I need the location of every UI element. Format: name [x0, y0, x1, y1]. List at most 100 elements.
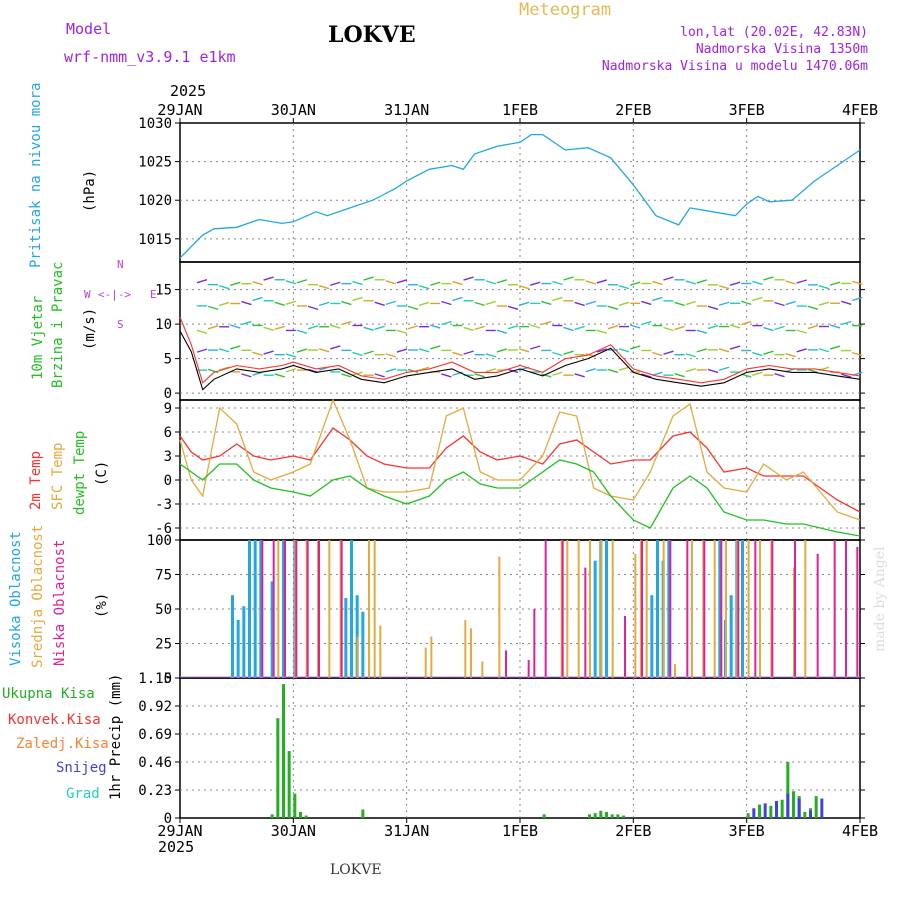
- station-title: LOKVE: [328, 22, 416, 48]
- xtick-label-top: 2FEB: [615, 101, 651, 119]
- cloud-bar: [566, 540, 569, 678]
- cloud-bar: [231, 595, 234, 678]
- wind-barb: [318, 301, 330, 307]
- wind-barb: [774, 325, 785, 331]
- altitude-text: Nadmorska Visina 1350m: [695, 42, 868, 57]
- panel-frame-pressure: [179, 122, 861, 263]
- wind-barb: [840, 300, 852, 306]
- watermark: made by Angel: [872, 546, 888, 653]
- wind-barb: [629, 345, 641, 350]
- wind-barb: [774, 373, 785, 378]
- wind-barb: [196, 329, 208, 334]
- wind-barb: [652, 280, 663, 286]
- precip-bar: [593, 813, 597, 818]
- wind-barb: [241, 300, 252, 306]
- temp-ylabel1: 2m Temp: [28, 450, 44, 510]
- wind-barb: [541, 373, 552, 378]
- cloud-bar: [686, 540, 689, 678]
- wind-barb: [407, 325, 419, 330]
- precip-bar: [786, 793, 790, 818]
- precip-bar: [304, 815, 308, 818]
- wind-barb: [774, 301, 785, 307]
- compass-w: W: [84, 288, 91, 301]
- cloud-ylabel3: Niska Oblacnost: [52, 539, 68, 666]
- wind-barb: [840, 373, 852, 378]
- cloud-bar: [282, 540, 285, 678]
- wind-barb: [541, 320, 552, 326]
- cloud-bar: [600, 540, 603, 678]
- temp-line: [179, 459, 861, 537]
- cloud-bar: [611, 540, 614, 678]
- wind-line-gust: [179, 316, 861, 384]
- wind-barb: [763, 326, 774, 332]
- wind-barb: [585, 300, 596, 306]
- wind-barb: [396, 279, 408, 284]
- wind-barb: [352, 296, 363, 302]
- wind-barb: [341, 320, 352, 326]
- wind-barb: [663, 276, 674, 281]
- cloud-bar: [703, 540, 706, 678]
- cloud-bar: [725, 540, 727, 678]
- ytick-label: 6: [164, 425, 172, 441]
- precip-bar: [622, 815, 625, 818]
- model-label: Model: [66, 20, 112, 38]
- wind-barb: [641, 300, 652, 306]
- panel-frame-temp: [179, 399, 861, 541]
- wind-barb: [207, 325, 219, 330]
- wind-barb: [307, 325, 319, 330]
- wind-barb: [752, 371, 763, 376]
- cloud-ylabel2: Srednja Oblacnost: [30, 524, 46, 668]
- wind-barb: [618, 285, 630, 290]
- cloud-bar: [356, 636, 359, 678]
- cloud-bar: [236, 620, 240, 678]
- wind-barb: [385, 368, 397, 373]
- cloud-bar: [505, 650, 507, 678]
- wind-barb: [752, 280, 763, 286]
- cloud-bar: [720, 540, 723, 678]
- xtick-label-top: 3FEB: [729, 101, 765, 119]
- wind-barb: [296, 348, 308, 353]
- wind-barb: [552, 296, 563, 302]
- cloud-bar: [667, 540, 671, 678]
- cloud-bar: [634, 553, 637, 678]
- wind-unit: (m/s): [82, 307, 98, 350]
- model-altitude-text: Nadmorska Visina u modelu 1470.06m: [601, 59, 868, 74]
- precip-bar: [809, 810, 812, 818]
- wind-barb: [752, 351, 763, 357]
- wind-barb: [207, 305, 219, 311]
- cloud-bar: [794, 540, 796, 678]
- cloud-bar: [340, 540, 343, 678]
- wind-barb: [263, 350, 274, 355]
- wind-barb: [529, 281, 541, 286]
- precip-legend-total: Ukupna Kisa: [2, 686, 95, 702]
- wind-barb: [607, 368, 619, 374]
- wind-barb: [663, 350, 674, 355]
- wind-barb: [296, 279, 308, 284]
- wind-barb: [496, 329, 508, 334]
- wind-barb: [729, 324, 741, 329]
- cloud-unit: (%): [94, 592, 110, 618]
- wind-barb: [718, 301, 730, 306]
- ytick-label: 1015: [138, 232, 172, 248]
- wind-barb: [696, 279, 708, 284]
- wind-barb: [285, 300, 297, 306]
- cloud-bar: [481, 661, 484, 678]
- ytick-label: 75: [155, 568, 172, 584]
- cloud-bar: [470, 628, 472, 678]
- wind-barb: [507, 325, 519, 330]
- cloud-bar: [527, 660, 530, 678]
- cloud-bar: [593, 560, 597, 678]
- wind-barb: [485, 353, 496, 358]
- wind-barb: [474, 325, 485, 331]
- wind-barb: [318, 284, 330, 290]
- wind-barb: [674, 325, 685, 331]
- wind-barb: [363, 326, 374, 332]
- wind-barb: [707, 324, 719, 330]
- wind-barb: [796, 329, 807, 334]
- wind-barb: [574, 325, 585, 331]
- precip-bar: [293, 793, 297, 818]
- ytick-label: 0: [164, 671, 172, 687]
- precip-bar: [786, 762, 790, 818]
- wind-barb: [785, 353, 796, 358]
- precip-legend-conv: Konvek.Kisa: [8, 712, 101, 728]
